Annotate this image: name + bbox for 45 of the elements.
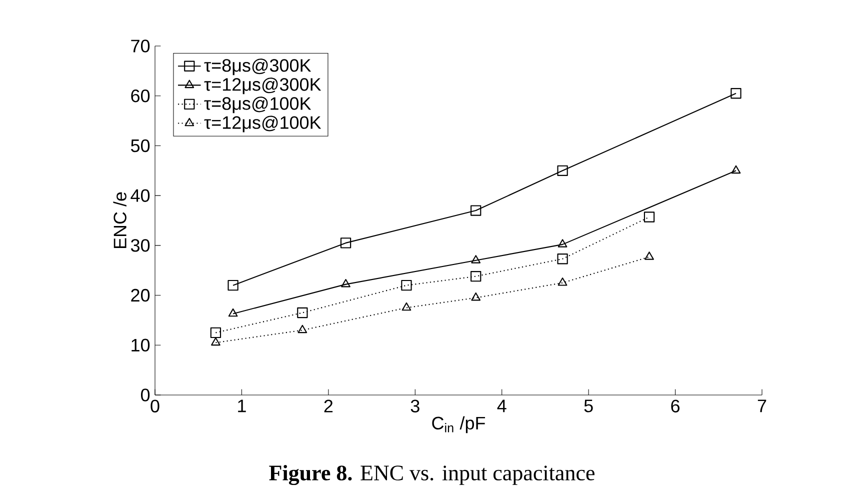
x-tick-label: 6 (671, 400, 680, 412)
point (402, 302, 412, 311)
point (470, 205, 482, 216)
point (210, 327, 222, 338)
point (644, 212, 655, 222)
y-tick-label: 40 (130, 189, 150, 202)
y-tick-label: 10 (132, 338, 150, 352)
point (557, 254, 568, 264)
legend-label: τ=8μs@300K (204, 58, 312, 76)
point (558, 277, 568, 286)
point (730, 88, 742, 99)
point (558, 239, 568, 248)
legend-label: τ=8μs@100K (204, 96, 312, 114)
y-tick-label: 50 (130, 139, 150, 152)
y-tick-label: 0 (140, 388, 150, 402)
x-tick-label: 5 (584, 400, 593, 412)
point (297, 307, 308, 318)
point (557, 165, 568, 176)
point (228, 280, 238, 291)
point (471, 255, 481, 264)
point (341, 278, 350, 288)
text: Figure 8. ENC vs. input capacitance (269, 464, 594, 486)
point (644, 252, 654, 260)
x-tick-label: 7 (758, 400, 766, 412)
point (471, 292, 481, 301)
point (401, 280, 412, 291)
y-tick-label: 70 (131, 40, 150, 52)
y-tick-label: 20 (131, 288, 150, 302)
x-tick-label: 1 (238, 400, 246, 412)
point (298, 324, 308, 334)
x-axis-title: C$_{in}$ /pF (432, 416, 486, 434)
point (211, 337, 220, 346)
x-tick-label: 0 (150, 400, 160, 412)
legend-label: τ=12μs@300K (204, 78, 322, 94)
x-tick-label: 2 (324, 400, 333, 412)
x-tick-label: 3 (410, 400, 420, 412)
point (731, 165, 741, 174)
x-tick-label: 4 (497, 400, 506, 412)
point (340, 238, 352, 248)
y-axis-title: ENC /e (113, 192, 126, 248)
legend-label: τ=12μs@100K (204, 116, 322, 132)
y-tick-label: 60 (131, 89, 150, 102)
y-tick-label: 30 (130, 239, 150, 252)
point (470, 271, 482, 282)
point (228, 308, 238, 317)
